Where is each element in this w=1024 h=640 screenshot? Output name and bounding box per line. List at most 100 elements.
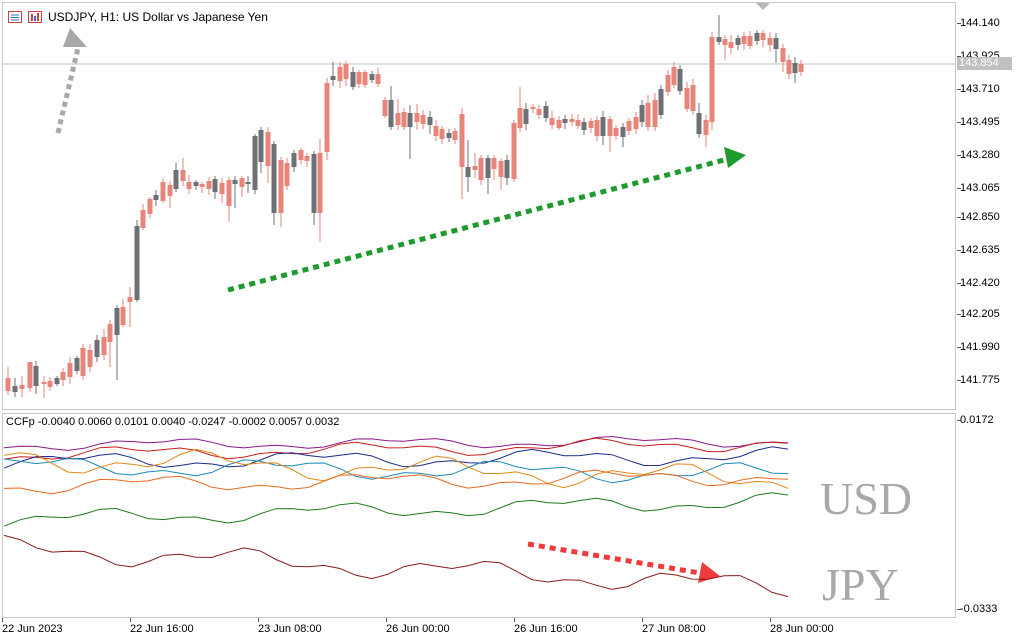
- candle-body: [291, 153, 297, 167]
- candle-body: [114, 308, 120, 335]
- indicator-axis-max: 0.0172: [957, 413, 1024, 427]
- candle-body: [556, 120, 562, 128]
- ccfp-line-darkorange: [3, 469, 789, 495]
- candle-body: [485, 158, 491, 178]
- candle-body: [67, 363, 73, 377]
- candle-body: [147, 199, 153, 214]
- candle-body: [523, 109, 529, 124]
- green-arrow-head: [724, 147, 746, 168]
- candle-body: [265, 132, 271, 166]
- candle-body: [60, 372, 66, 380]
- candle-body: [562, 119, 568, 123]
- candle-body: [414, 113, 420, 122]
- candle-body: [19, 385, 25, 389]
- candle-body: [658, 89, 664, 115]
- candle-body: [362, 72, 368, 85]
- price-axis-tick: 143.710: [957, 82, 1024, 96]
- candle-body: [304, 156, 310, 161]
- candle-body: [600, 117, 606, 136]
- candle-body: [684, 88, 690, 109]
- candle-body: [588, 121, 594, 128]
- candle-body: [140, 210, 146, 228]
- candle-body: [569, 119, 575, 122]
- time-axis[interactable]: 22 Jun 2023 22 Jun 16:00 23 Jun 08:00 26 Ju…: [0, 618, 1024, 640]
- ccfp-line-orange: [3, 448, 789, 489]
- candle-body: [747, 36, 753, 46]
- time-axis-tick: [770, 618, 771, 622]
- candle-body: [167, 185, 173, 196]
- candle-body: [613, 128, 619, 136]
- time-axis-label: 26 Jun 00:00: [386, 623, 450, 635]
- candle-body: [407, 113, 413, 127]
- candle-body: [792, 63, 798, 73]
- indicator-title: CCFp -0.0040 0.0060 0.0101 0.0040 -0.024…: [6, 416, 340, 428]
- candle-body: [33, 366, 39, 386]
- time-axis-label: 26 Jun 16:00: [514, 623, 578, 635]
- candle-body: [773, 38, 779, 49]
- candle-body: [278, 160, 284, 213]
- candle-body: [94, 340, 100, 357]
- candle-body: [232, 180, 238, 184]
- jpy-weakness-red-arrow: [527, 541, 701, 576]
- candle-body: [27, 362, 33, 388]
- candle-body: [427, 117, 433, 125]
- candle-body: [671, 67, 677, 85]
- candle-body: [186, 182, 192, 189]
- indicator-window-icon[interactable]: [28, 11, 42, 23]
- chart-window-icon[interactable]: [8, 11, 22, 23]
- price-axis-tick: 143.280: [957, 148, 1024, 162]
- candle-body: [401, 112, 407, 127]
- candle-body: [80, 348, 86, 376]
- candle-body: [543, 106, 549, 118]
- candle-body: [452, 131, 458, 140]
- candle-body: [395, 113, 401, 125]
- candle-body: [690, 85, 696, 111]
- candle-body: [575, 120, 581, 126]
- candle-body: [41, 382, 47, 384]
- chart-title: USDJPY, H1: US Dollar vs Japanese Yen: [48, 10, 268, 24]
- indicator-axis-min: -0.0333: [957, 602, 1024, 616]
- candle-body: [504, 160, 510, 178]
- candle-body: [780, 48, 786, 62]
- price-axis-tick: 141.990: [957, 340, 1024, 354]
- candle-body: [465, 167, 471, 177]
- candle-body: [594, 120, 600, 136]
- uptrend-green-arrow: [227, 157, 725, 293]
- time-axis-tick: [514, 618, 515, 622]
- candle-body: [226, 180, 232, 206]
- candle-body: [134, 226, 140, 300]
- price-axis-tick: 142.205: [957, 307, 1024, 321]
- candle-body: [271, 144, 277, 213]
- scroll-marker: [756, 3, 770, 10]
- candle-body: [252, 136, 258, 190]
- jpy-label: JPY: [822, 559, 899, 610]
- candle-body: [722, 39, 728, 45]
- candle-body: [626, 121, 632, 131]
- price-axis[interactable]: 144.140 143.925 143.710 143.495 143.280 143.0…: [957, 2, 1024, 410]
- candle-body: [549, 118, 555, 125]
- candle-body: [5, 378, 11, 391]
- time-axis-tick: [642, 618, 643, 622]
- price-axis-tick: 141.775: [957, 373, 1024, 387]
- ccfp-line-purple: [3, 435, 789, 451]
- candle-body: [388, 100, 394, 127]
- candle-body: [786, 60, 792, 74]
- time-axis-label: 22 Jun 16:00: [130, 623, 194, 635]
- indicator-axis: 0.0172 -0.0333: [957, 413, 1024, 618]
- candle-body: [645, 103, 651, 127]
- candle-body: [741, 36, 747, 44]
- candle-body: [127, 297, 133, 302]
- candle-body: [298, 150, 304, 160]
- ccfp-line-green: [3, 492, 789, 527]
- candle-body: [491, 158, 497, 169]
- candle-body: [581, 122, 587, 130]
- candle-body: [317, 153, 323, 213]
- candle-body: [311, 154, 317, 213]
- candle-body: [536, 109, 542, 115]
- candle-body: [107, 324, 113, 342]
- candle-body: [160, 182, 166, 201]
- candle-body: [382, 100, 388, 116]
- candle-body: [433, 126, 439, 136]
- candle-body: [754, 33, 760, 41]
